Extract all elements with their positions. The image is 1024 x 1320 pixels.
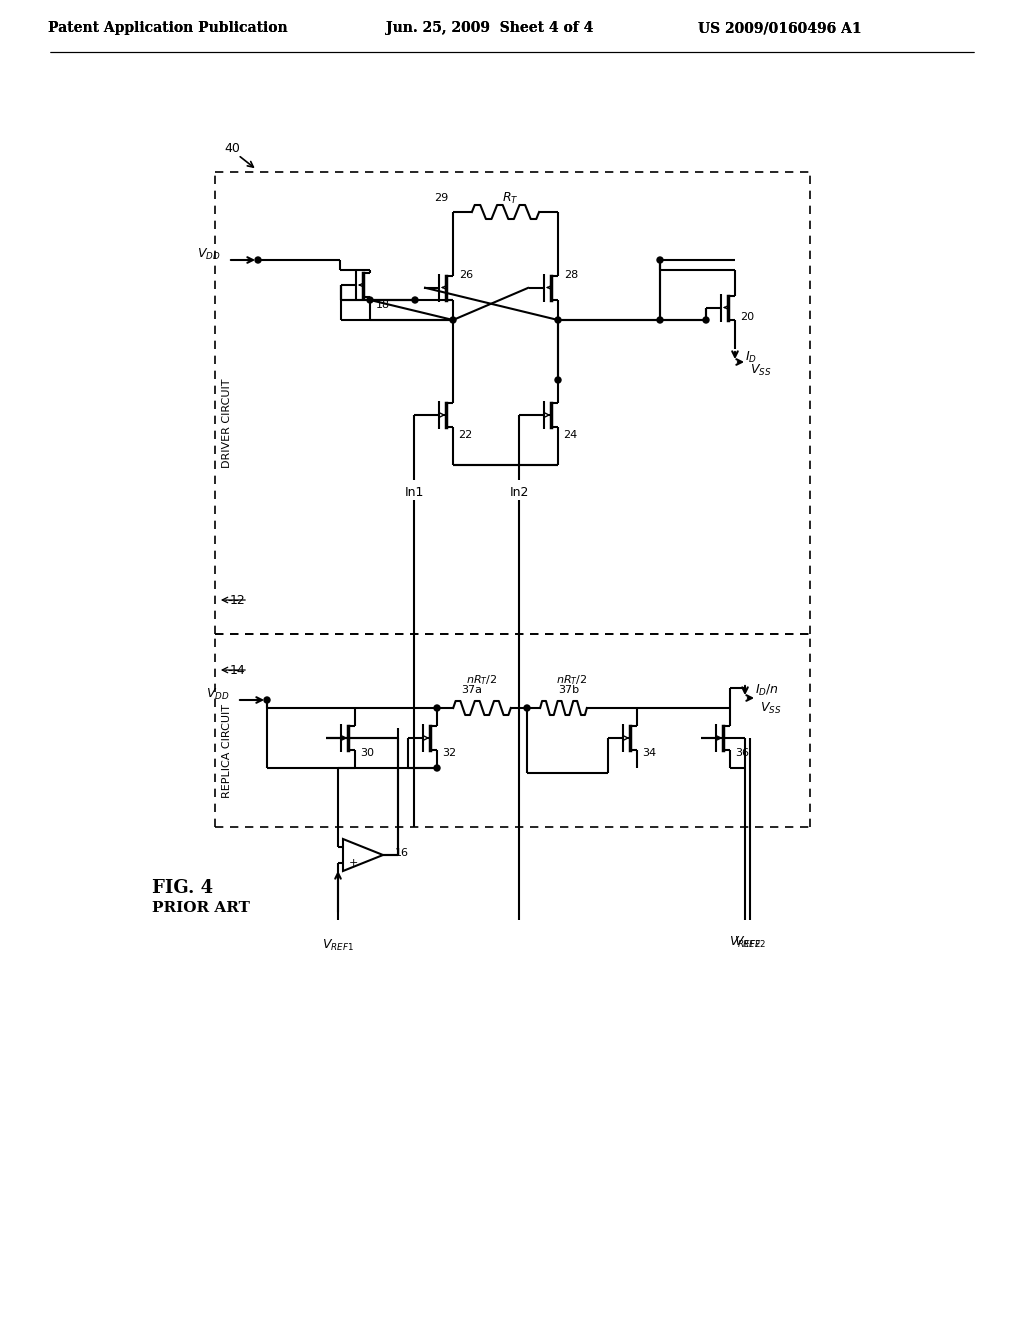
Text: FIG. 4: FIG. 4 <box>152 879 213 898</box>
Text: $V_{REF2}$: $V_{REF2}$ <box>729 935 761 949</box>
Text: $V_{DD}$: $V_{DD}$ <box>198 247 221 261</box>
Text: 28: 28 <box>564 271 579 281</box>
Text: DRIVER CIRCUIT: DRIVER CIRCUIT <box>222 379 232 467</box>
Text: 22: 22 <box>458 430 472 440</box>
Text: 20: 20 <box>740 313 754 322</box>
Text: 32: 32 <box>442 748 456 758</box>
Circle shape <box>434 766 440 771</box>
Text: $V_{DD}$: $V_{DD}$ <box>207 686 230 701</box>
Text: 30: 30 <box>360 748 374 758</box>
Circle shape <box>255 257 261 263</box>
Text: $I_D/n$: $I_D/n$ <box>755 682 779 698</box>
Text: 24: 24 <box>563 430 578 440</box>
Text: Patent Application Publication: Patent Application Publication <box>48 21 288 36</box>
Text: 14: 14 <box>230 664 246 676</box>
Text: $nR_T/2$: $nR_T/2$ <box>466 673 498 686</box>
Circle shape <box>412 297 418 304</box>
Text: Patent Application Publication: Patent Application Publication <box>48 21 288 36</box>
Circle shape <box>555 378 561 383</box>
Text: 34: 34 <box>642 748 656 758</box>
Text: +: + <box>348 858 357 869</box>
Text: In2: In2 <box>509 486 528 499</box>
Text: 12: 12 <box>230 594 246 606</box>
Text: $V_{REF2}$: $V_{REF2}$ <box>734 935 766 949</box>
Text: $R_T$: $R_T$ <box>502 190 519 206</box>
Text: US 2009/0160496 A1: US 2009/0160496 A1 <box>698 21 862 36</box>
Circle shape <box>657 317 663 323</box>
Circle shape <box>555 317 561 323</box>
Circle shape <box>367 297 373 304</box>
Text: Jun. 25, 2009  Sheet 4 of 4: Jun. 25, 2009 Sheet 4 of 4 <box>386 21 594 36</box>
Circle shape <box>450 317 456 323</box>
Text: PRIOR ART: PRIOR ART <box>152 902 250 915</box>
Text: REPLICA CIRCUIT: REPLICA CIRCUIT <box>222 704 232 797</box>
Text: 37b: 37b <box>558 685 579 696</box>
Text: 29: 29 <box>434 193 449 203</box>
Circle shape <box>434 705 440 711</box>
Text: 36: 36 <box>735 748 749 758</box>
Text: US 2009/0160496 A1: US 2009/0160496 A1 <box>698 21 862 36</box>
Text: 37a: 37a <box>462 685 482 696</box>
Text: $nR_T/2$: $nR_T/2$ <box>556 673 587 686</box>
Circle shape <box>703 317 709 323</box>
Text: $I_D$: $I_D$ <box>745 350 757 364</box>
Text: In1: In1 <box>404 486 424 499</box>
Text: $V_{REF1}$: $V_{REF1}$ <box>322 937 354 953</box>
Text: 26: 26 <box>459 271 473 281</box>
Text: 40: 40 <box>224 141 240 154</box>
Circle shape <box>524 705 530 711</box>
Text: 18: 18 <box>376 300 390 310</box>
Text: $V_{SS}$: $V_{SS}$ <box>760 701 781 715</box>
Circle shape <box>264 697 270 704</box>
Text: Jun. 25, 2009  Sheet 4 of 4: Jun. 25, 2009 Sheet 4 of 4 <box>386 21 594 36</box>
Text: $V_{SS}$: $V_{SS}$ <box>750 363 771 378</box>
Text: 16: 16 <box>395 847 409 858</box>
Circle shape <box>657 257 663 263</box>
